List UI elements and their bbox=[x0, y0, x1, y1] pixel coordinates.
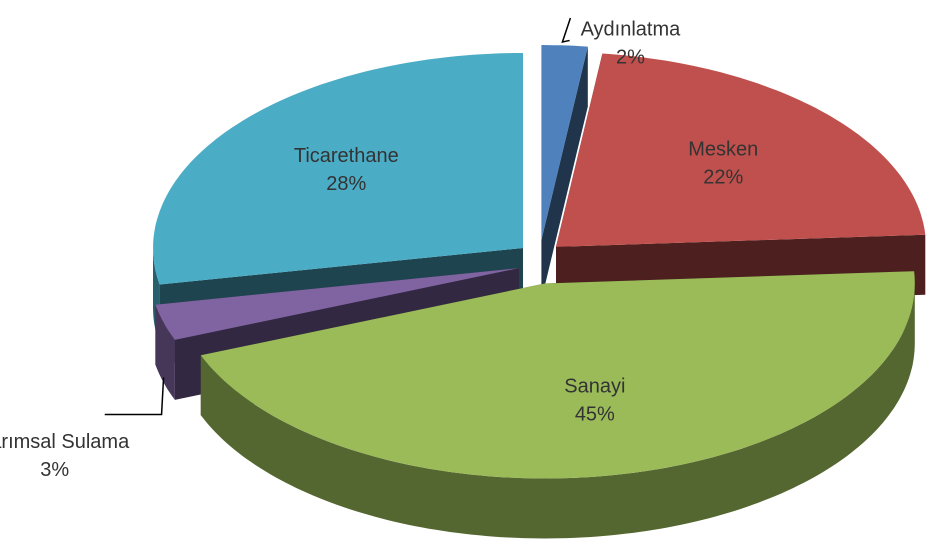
slice-value-label: 2% bbox=[616, 46, 645, 68]
slice-cut-wall bbox=[155, 268, 519, 365]
slice bbox=[153, 53, 523, 285]
slice-side bbox=[155, 304, 175, 400]
slice bbox=[556, 53, 926, 247]
slice-label: Ticarethane bbox=[294, 145, 399, 167]
slice bbox=[541, 45, 588, 240]
leader-line bbox=[104, 377, 165, 416]
slice bbox=[200, 271, 915, 479]
leader-line bbox=[561, 17, 572, 44]
slice-label: Sanayi bbox=[564, 376, 625, 398]
slice-label: Aydınlatma bbox=[581, 18, 682, 40]
slice-side bbox=[200, 283, 915, 539]
slice-label: Mesken bbox=[688, 138, 758, 160]
slice-value-label: 28% bbox=[326, 173, 366, 195]
slice-cut-wall bbox=[541, 46, 588, 300]
slice bbox=[155, 268, 519, 340]
slice-label: Tarımsal Sulama bbox=[0, 431, 130, 453]
slice-value-label: 45% bbox=[575, 404, 615, 426]
slice-value-label: 22% bbox=[703, 166, 743, 188]
slice-value-label: 3% bbox=[40, 459, 69, 481]
